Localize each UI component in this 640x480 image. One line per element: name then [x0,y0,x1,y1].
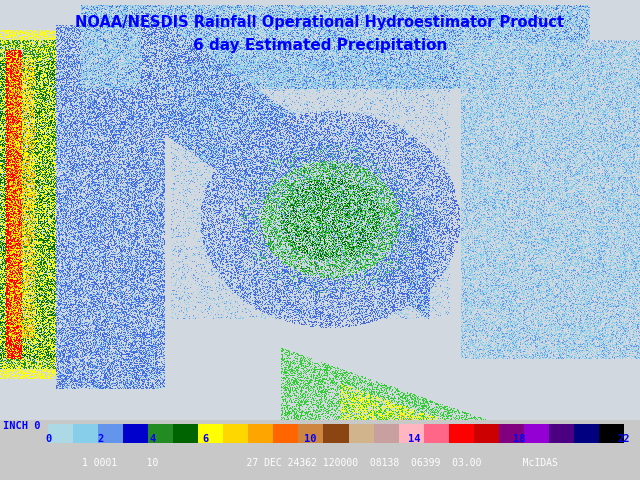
Text: 18: 18 [513,434,525,444]
Bar [499,424,524,444]
Bar [474,424,499,444]
Bar [248,424,273,444]
Bar [73,424,98,444]
Bar [198,424,223,444]
Text: 22: 22 [618,434,630,444]
Bar [549,424,574,444]
Text: 10: 10 [303,434,316,444]
Bar [48,424,73,444]
Bar [374,424,399,444]
Bar [449,424,474,444]
Text: 4: 4 [150,434,156,444]
Text: 14: 14 [408,434,420,444]
Bar [323,424,349,444]
Bar [223,424,248,444]
Bar [349,424,374,444]
Text: INCH 0: INCH 0 [3,421,41,431]
Bar [524,424,549,444]
Bar [399,424,424,444]
Bar [599,424,624,444]
Bar [98,424,123,444]
Text: 1 0001     10               27 DEC 24362 120000  08138  06399  03.00       McIDA: 1 0001 10 27 DEC 24362 120000 08138 0639… [82,458,558,468]
Text: NOAA/NESDIS Rainfall Operational Hydroestimator Product: NOAA/NESDIS Rainfall Operational Hydroes… [76,15,564,30]
Text: 0: 0 [45,434,51,444]
Bar [273,424,298,444]
Bar [123,424,148,444]
Bar [173,424,198,444]
Text: 6: 6 [202,434,208,444]
Text: 2: 2 [97,434,104,444]
Text: 6 day Estimated Precipitation: 6 day Estimated Precipitation [193,38,447,53]
Bar [298,424,323,444]
Bar [424,424,449,444]
Bar [148,424,173,444]
Bar [574,424,599,444]
